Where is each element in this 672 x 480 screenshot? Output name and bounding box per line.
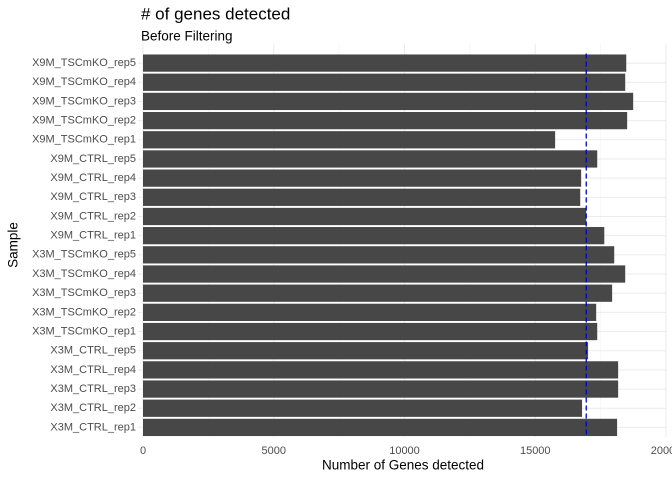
x-tick-label: 5000 (262, 445, 286, 457)
bar (143, 131, 556, 149)
bar (143, 246, 615, 264)
y-tick-label: X9M_CTRL_rep2 (50, 210, 136, 222)
bar (143, 265, 626, 283)
x-tick-label: 15000 (520, 445, 551, 457)
bar (143, 54, 627, 72)
bar (143, 227, 605, 245)
bar (143, 322, 598, 341)
x-tick-label: 10000 (389, 445, 420, 457)
y-tick-label: X3M_TSCmKO_rep4 (32, 268, 136, 280)
y-tick-label: X9M_TSCmKO_rep5 (32, 57, 136, 69)
y-tick-label: X9M_CTRL_rep1 (50, 230, 136, 242)
y-axis-label: Sample (6, 222, 21, 268)
bar (143, 150, 598, 168)
chart-title: # of genes detected (141, 4, 290, 23)
y-tick-label: X9M_TSCmKO_rep2 (32, 115, 136, 127)
y-tick-label: X3M_TSCmKO_rep3 (32, 287, 136, 299)
bar (143, 284, 613, 302)
x-tick-label: 0 (140, 445, 146, 457)
chart-subtitle: Before Filtering (141, 29, 233, 44)
bar (143, 207, 587, 226)
bar (143, 188, 581, 206)
bar (143, 303, 597, 321)
y-tick-label: X3M_TSCmKO_rep1 (32, 325, 136, 337)
y-tick-label: X3M_CTRL_rep2 (50, 402, 136, 414)
bar (143, 169, 582, 187)
y-tick-label: X9M_CTRL_rep4 (50, 172, 136, 184)
bar (143, 111, 628, 130)
y-tick-label: X3M_TSCmKO_rep5 (32, 249, 136, 261)
y-tick-label: X3M_CTRL_rep5 (50, 345, 136, 357)
bar (143, 399, 583, 417)
x-axis-label: Number of Genes detected (322, 458, 484, 473)
bar (143, 418, 618, 437)
y-tick-label: X3M_CTRL_rep3 (50, 383, 136, 395)
bar (143, 73, 626, 91)
y-tick-label: X9M_CTRL_rep5 (50, 153, 136, 165)
y-tick-label: X9M_TSCmKO_rep1 (32, 134, 136, 146)
bar (143, 361, 619, 379)
x-tick-label: 20000 (651, 445, 672, 457)
y-tick-label: X9M_CTRL_rep3 (50, 191, 136, 203)
y-tick-label: X3M_TSCmKO_rep2 (32, 306, 136, 318)
y-tick-label: X3M_CTRL_rep4 (50, 364, 136, 376)
y-tick-label: X3M_CTRL_rep1 (50, 421, 136, 433)
bar (143, 380, 619, 398)
y-tick-label: X9M_TSCmKO_rep4 (32, 76, 136, 88)
y-tick-label: X9M_TSCmKO_rep3 (32, 95, 136, 107)
bar (143, 342, 589, 360)
bar (143, 92, 634, 111)
